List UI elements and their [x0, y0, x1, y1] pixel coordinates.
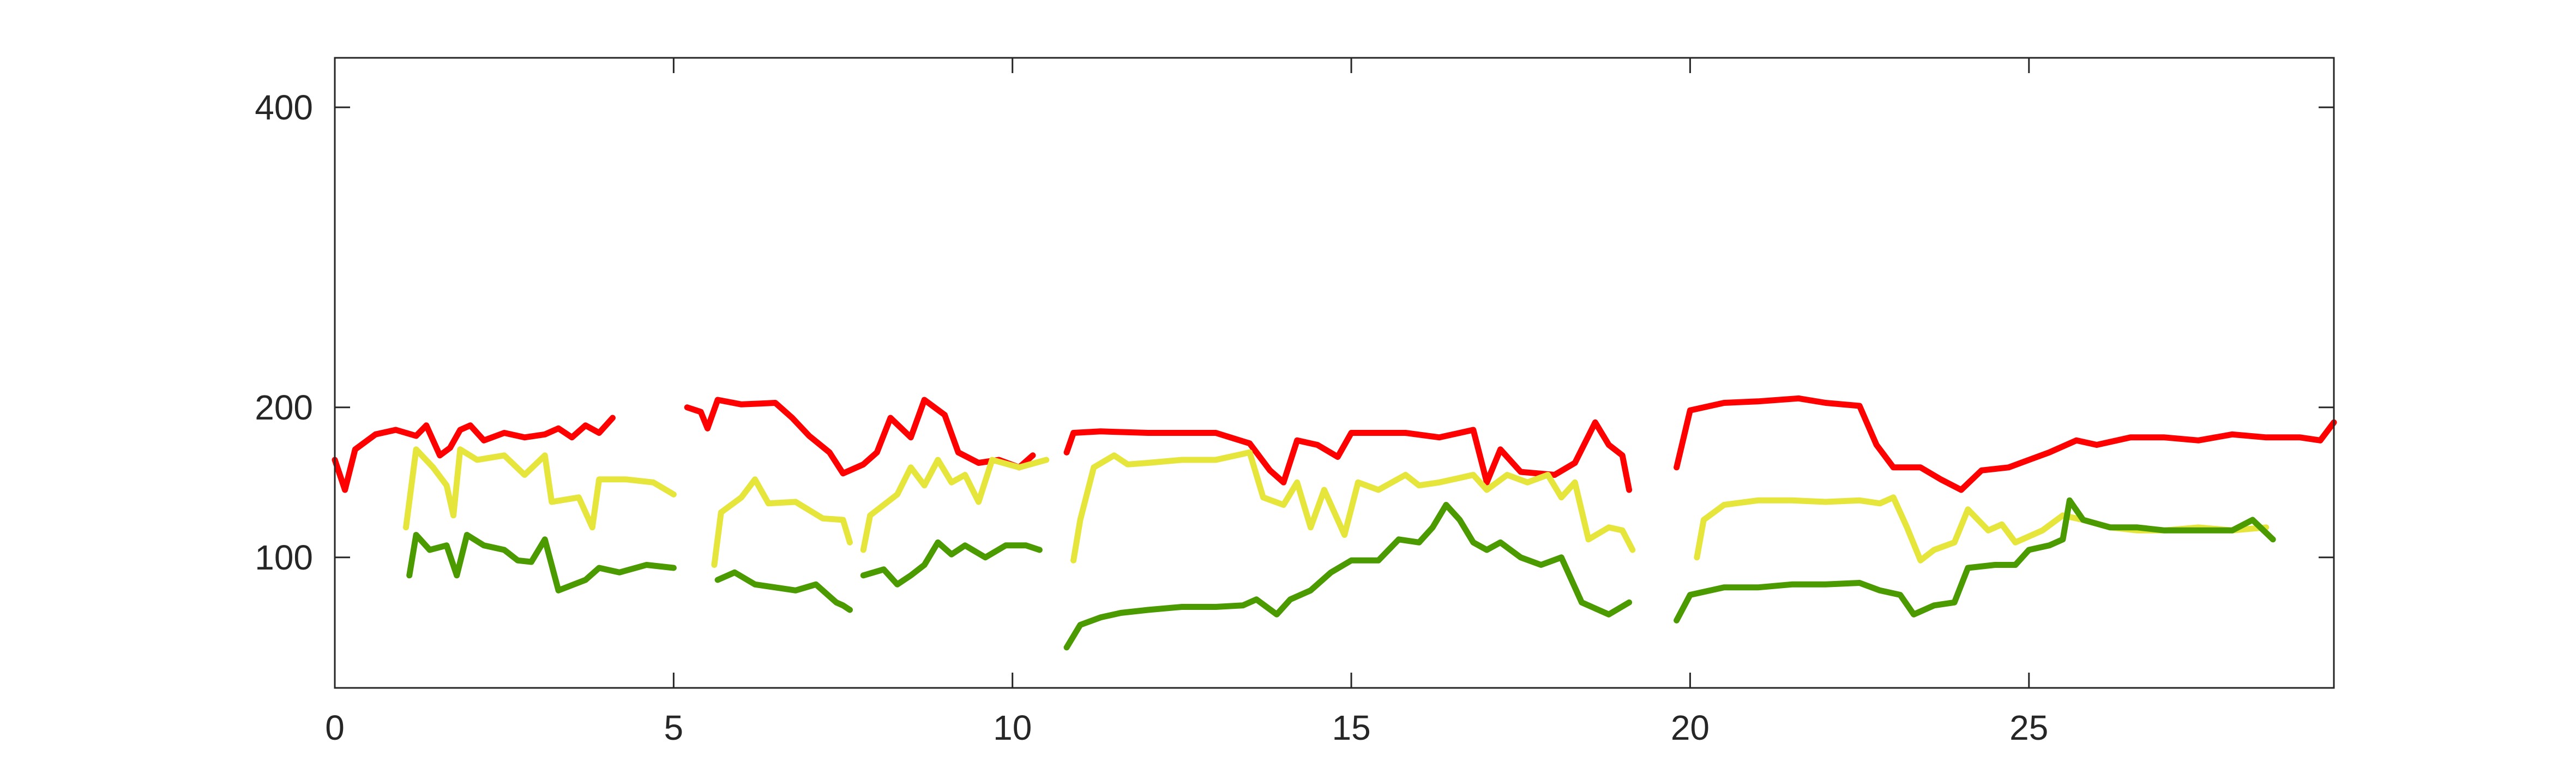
- x-tick-label: 0: [325, 708, 345, 747]
- x-tick-label: 20: [1671, 708, 1710, 747]
- series-3-segment-1: [406, 532, 677, 594]
- x-tick-label: 5: [664, 708, 684, 747]
- series-3-segment-5: [1674, 497, 2276, 624]
- series-1-segment-4: [1674, 395, 2337, 493]
- y-tick-label: 100: [255, 538, 313, 577]
- plot-area-frame: [334, 57, 2335, 689]
- series-3-segment-4: [1063, 502, 1633, 651]
- series-2-segment-4: [1070, 449, 1636, 564]
- series-1: [332, 395, 2337, 493]
- series-1-segment-2: [684, 397, 1036, 477]
- x-tick-label: 25: [2009, 708, 2048, 747]
- series-2-segment-2: [711, 476, 853, 568]
- series-2-segment-3: [860, 457, 1050, 553]
- series-1-segment-3: [1063, 419, 1633, 493]
- series-3-segment-2: [714, 569, 853, 613]
- x-axis-ticks: 0 5 10 15 20 25: [325, 58, 2048, 747]
- series-3: [406, 497, 2276, 651]
- series-layer: [332, 395, 2337, 651]
- y-tick-label: 200: [255, 388, 313, 427]
- x-tick-label: 10: [993, 708, 1032, 747]
- series-2-segment-1: [403, 446, 677, 531]
- series-1-segment-1: [332, 415, 616, 493]
- series-3-segment-3: [860, 539, 1043, 588]
- y-axis-ticks: 100 200 400: [255, 88, 2334, 577]
- series-2: [403, 446, 2270, 568]
- y-tick-label: 400: [255, 88, 313, 127]
- x-tick-label: 15: [1332, 708, 1370, 747]
